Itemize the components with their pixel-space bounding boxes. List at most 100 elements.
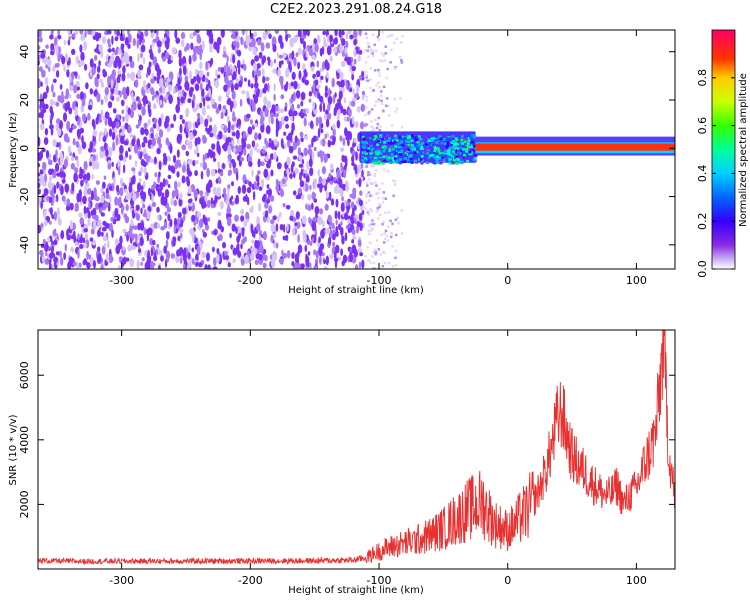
- carrier-cell: [438, 152, 442, 155]
- noise-cell: [150, 30, 154, 33]
- carrier-cell: [455, 155, 459, 158]
- noise-cell: [79, 44, 83, 53]
- noise-cell: [393, 183, 397, 186]
- noise-cell: [347, 108, 352, 118]
- noise-cell: [198, 69, 204, 78]
- noise-cell: [251, 169, 254, 178]
- noise-cell: [278, 54, 283, 59]
- noise-cell: [57, 128, 62, 137]
- noise-cell: [223, 187, 227, 195]
- noise-cell: [360, 161, 364, 170]
- noise-cell: [59, 171, 64, 178]
- noise-cell: [232, 31, 236, 40]
- noise-cell: [312, 42, 315, 53]
- carrier-cell: [460, 160, 464, 163]
- noise-cell: [351, 65, 357, 72]
- noise-cell: [114, 89, 119, 95]
- noise-cell: [330, 163, 334, 171]
- carrier-cell: [377, 160, 381, 163]
- carrier-cell: [461, 137, 465, 140]
- noise-cell: [256, 89, 260, 98]
- noise-cell: [38, 137, 41, 147]
- noise-cell: [254, 132, 258, 141]
- noise-cell: [300, 263, 305, 269]
- noise-cell: [400, 61, 404, 64]
- noise-cell: [391, 124, 394, 127]
- noise-cell: [253, 146, 257, 151]
- noise-cell: [394, 249, 397, 253]
- noise-cell: [122, 65, 126, 74]
- carrier-cell: [376, 156, 379, 160]
- noise-cell: [308, 98, 312, 103]
- noise-cell: [398, 55, 402, 59]
- noise-cell: [150, 248, 154, 257]
- noise-cell: [256, 175, 260, 183]
- noise-cell: [123, 140, 129, 146]
- noise-cell: [205, 83, 209, 92]
- noise-cell: [196, 103, 200, 110]
- noise-cell: [243, 63, 247, 71]
- noise-cell: [66, 234, 71, 241]
- noise-cell: [218, 168, 221, 174]
- noise-cell: [317, 215, 322, 226]
- y-tick-label: 20: [18, 93, 31, 107]
- noise-cell: [237, 138, 240, 145]
- noise-cell: [53, 228, 57, 237]
- carrier-cell: [411, 134, 414, 138]
- noise-cell: [347, 227, 352, 234]
- carrier-cell: [394, 155, 398, 158]
- noise-cell: [275, 178, 279, 187]
- noise-cell: [165, 137, 170, 146]
- carrier-cell: [383, 145, 387, 148]
- carrier-cell: [395, 149, 399, 153]
- noise-cell: [361, 95, 365, 101]
- noise-cell: [179, 257, 183, 264]
- noise-cell: [283, 131, 287, 136]
- noise-cell: [364, 70, 368, 74]
- noise-cell: [141, 185, 144, 191]
- noise-cell: [125, 55, 128, 65]
- carrier-cell: [391, 156, 395, 159]
- noise-cell: [324, 133, 327, 140]
- noise-cell: [222, 46, 227, 53]
- carrier-cell: [415, 161, 418, 164]
- y-tick-label: -20: [18, 188, 31, 206]
- noise-cell: [83, 40, 87, 51]
- noise-cell: [75, 141, 80, 148]
- noise-cell: [173, 114, 177, 122]
- carrier-cell: [369, 156, 373, 159]
- noise-cell: [326, 45, 332, 56]
- noise-cell: [270, 112, 274, 118]
- noise-cell: [164, 211, 168, 216]
- noise-cell: [116, 76, 121, 84]
- noise-cell: [83, 160, 88, 171]
- noise-cell: [181, 119, 185, 124]
- noise-cell: [41, 148, 46, 153]
- noise-cell: [70, 71, 75, 81]
- noise-cell: [131, 103, 134, 110]
- noise-cell: [378, 202, 381, 206]
- noise-cell: [196, 36, 202, 44]
- noise-cell: [369, 86, 372, 90]
- noise-cell: [270, 116, 274, 125]
- carrier-cell: [364, 160, 368, 164]
- carrier-cell: [418, 144, 422, 147]
- noise-cell: [118, 166, 121, 176]
- noise-cell: [309, 120, 314, 129]
- noise-cell: [342, 137, 346, 146]
- carrier-cell: [426, 149, 430, 152]
- noise-cell: [65, 198, 71, 208]
- carrier-cell: [361, 155, 364, 158]
- noise-cell: [273, 138, 278, 145]
- carrier-cell: [434, 147, 437, 150]
- noise-cell: [353, 164, 357, 171]
- noise-cell: [232, 258, 236, 264]
- noise-cell: [351, 161, 355, 167]
- noise-cell: [75, 81, 80, 87]
- noise-cell: [380, 90, 383, 93]
- noise-cell: [383, 232, 386, 235]
- noise-cell: [104, 127, 107, 136]
- carrier-cell: [437, 152, 441, 156]
- noise-cell: [361, 259, 365, 269]
